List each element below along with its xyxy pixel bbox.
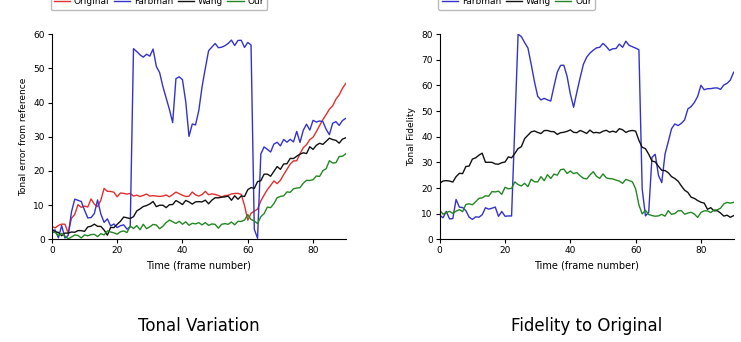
Wang: [338, 137, 347, 141]
Farbman: [729, 70, 738, 74]
Original: [47, 224, 56, 228]
Our: [504, 187, 513, 191]
Original: [126, 191, 135, 195]
Wang: [722, 213, 731, 217]
Our: [335, 155, 344, 159]
Line: Original: Original: [52, 83, 346, 233]
Farbman: [342, 116, 350, 120]
Farbman: [47, 228, 56, 233]
X-axis label: Time (frame number): Time (frame number): [147, 261, 251, 271]
Original: [87, 197, 96, 201]
Our: [559, 167, 568, 171]
Wang: [342, 136, 350, 140]
Legend: Farbman, Wang, Our: Farbman, Wang, Our: [439, 0, 595, 10]
Our: [687, 210, 696, 214]
Farbman: [611, 47, 620, 51]
Line: Farbman: Farbman: [52, 40, 346, 238]
Line: Wang: Wang: [439, 129, 734, 217]
Farbman: [338, 118, 347, 122]
Our: [342, 152, 350, 156]
Our: [338, 154, 347, 158]
Wang: [335, 141, 344, 145]
Original: [342, 81, 350, 86]
Wang: [729, 214, 738, 218]
Y-axis label: Tonal Fidelity: Tonal Fidelity: [407, 107, 416, 166]
Farbman: [253, 236, 262, 240]
Legend: Original, Farbman, Wang, Our: Original, Farbman, Wang, Our: [50, 0, 268, 10]
Farbman: [83, 216, 92, 220]
Original: [299, 146, 308, 150]
Wang: [605, 130, 614, 134]
Our: [471, 200, 480, 204]
Wang: [57, 234, 66, 238]
Our: [726, 201, 735, 205]
Our: [729, 200, 738, 205]
Wang: [119, 215, 128, 219]
Wang: [726, 215, 735, 219]
Line: Farbman: Farbman: [439, 34, 734, 219]
Farbman: [435, 213, 444, 217]
Our: [87, 233, 96, 237]
Farbman: [514, 32, 522, 36]
Wang: [299, 151, 308, 155]
Our: [511, 180, 519, 184]
Line: Our: Our: [439, 169, 734, 218]
Farbman: [122, 227, 131, 231]
Farbman: [474, 215, 483, 219]
Line: Wang: Wang: [52, 138, 346, 236]
Wang: [511, 152, 519, 156]
Wang: [687, 195, 696, 199]
Wang: [615, 127, 624, 131]
Text: Tonal Variation: Tonal Variation: [138, 317, 259, 336]
Original: [335, 93, 344, 97]
Wang: [126, 216, 135, 221]
Original: [119, 191, 128, 195]
Wang: [471, 156, 480, 160]
Farbman: [217, 45, 226, 49]
Wang: [47, 227, 56, 232]
Original: [64, 231, 73, 235]
Farbman: [507, 214, 516, 218]
Farbman: [302, 122, 311, 126]
Farbman: [468, 217, 477, 221]
Our: [435, 208, 444, 212]
Our: [299, 181, 308, 185]
Text: Fidelity to Original: Fidelity to Original: [511, 317, 662, 336]
Our: [694, 215, 702, 220]
Wang: [435, 181, 444, 185]
Y-axis label: Tonal error from reference: Tonal error from reference: [19, 78, 28, 196]
Our: [47, 231, 56, 235]
Our: [119, 229, 128, 233]
Farbman: [116, 224, 125, 228]
Farbman: [726, 78, 735, 82]
X-axis label: Time (frame number): Time (frame number): [534, 261, 639, 271]
Line: Our: Our: [52, 154, 346, 239]
Our: [126, 224, 135, 228]
Farbman: [227, 38, 236, 42]
Wang: [504, 155, 513, 159]
Farbman: [517, 35, 526, 39]
Wang: [87, 224, 96, 228]
Our: [64, 237, 73, 241]
Original: [338, 86, 347, 90]
Farbman: [690, 100, 699, 104]
Our: [608, 177, 617, 181]
